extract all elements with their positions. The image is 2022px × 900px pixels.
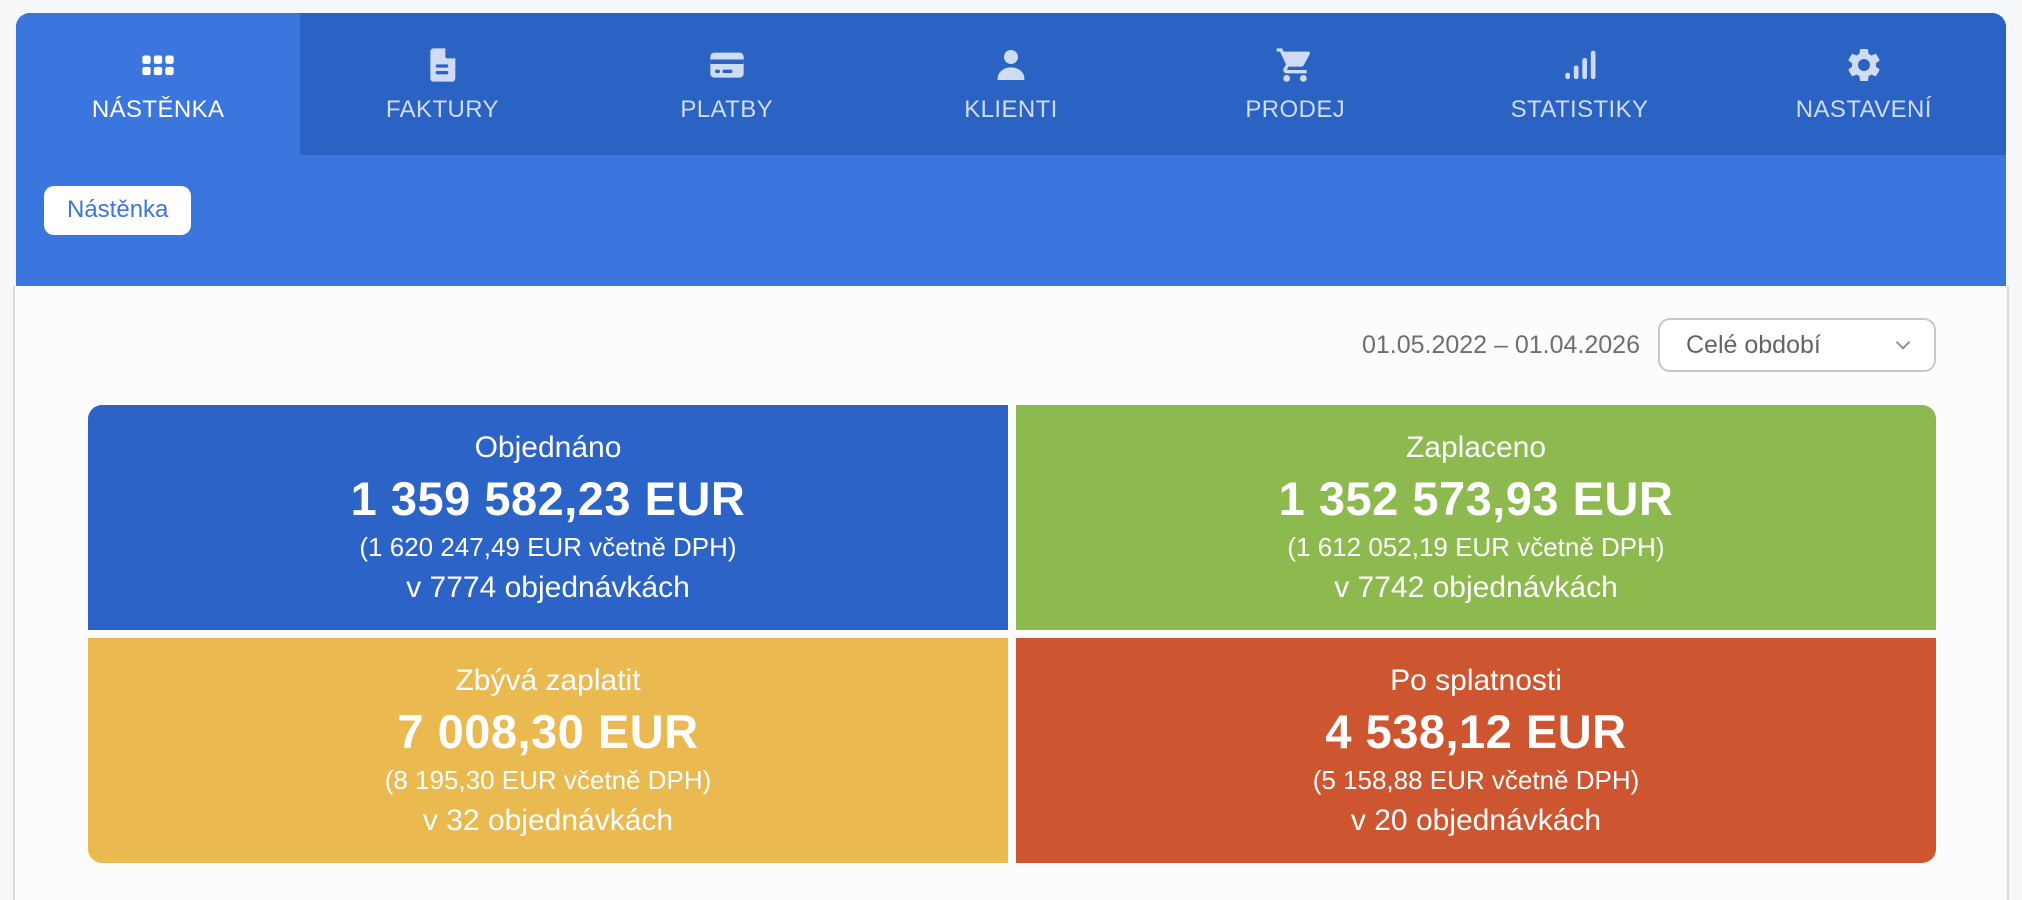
person-icon	[997, 49, 1025, 80]
tab-label: FAKTURY	[385, 95, 499, 123]
tab-nastenka[interactable]: NÁSTĚNKA	[16, 13, 301, 155]
period-filter-row: 01.05.2022 – 01.04.2026 Celé období	[15, 318, 1936, 372]
card-orders: v 32 objednávkách	[422, 803, 674, 837]
card-amount: 4 538,12 EUR	[1325, 704, 1627, 758]
summary-cards-grid: Objednáno 1 359 582,23 EUR (1 620 247,49…	[88, 405, 1936, 863]
card-zbyva-zaplatit: Zbývá zaplatit 7 008,30 EUR (8 195,30 EU…	[88, 638, 1008, 863]
card-orders: v 7742 objednávkách	[1334, 570, 1618, 604]
card-po-splatnosti: Po splatnosti 4 538,12 EUR (5 158,88 EUR…	[1016, 638, 1936, 863]
card-amount-vat: (8 195,30 EUR včetně DPH)	[384, 765, 712, 796]
breadcrumb-row: Nástěnka	[16, 155, 2006, 235]
tab-label: PLATBY	[680, 95, 774, 123]
card-title: Zaplaceno	[1405, 431, 1547, 465]
card-title: Objednáno	[474, 431, 622, 465]
tab-prodej[interactable]: PRODEJ	[1153, 13, 1437, 155]
gear-icon	[1848, 48, 1880, 81]
chevron-down-icon	[1896, 341, 1910, 350]
page-top-margin	[0, 0, 2022, 13]
date-range-label: 01.05.2022 – 01.04.2026	[1361, 330, 1640, 359]
card-amount: 1 352 573,93 EUR	[1278, 471, 1674, 525]
tab-klienti[interactable]: KLIENTI	[869, 13, 1153, 155]
card-orders: v 20 objednávkách	[1350, 803, 1602, 837]
tab-nastaveni[interactable]: NASTAVENÍ	[1722, 13, 2006, 155]
tab-faktury[interactable]: FAKTURY	[300, 13, 584, 155]
invoice-icon	[430, 47, 456, 82]
dashboard-icon	[142, 55, 174, 75]
breadcrumb-nastenka[interactable]: Nástěnka	[44, 186, 192, 235]
card-amount: 1 359 582,23 EUR	[350, 471, 746, 525]
period-select[interactable]: Celé období	[1658, 318, 1936, 372]
tab-label: NASTAVENÍ	[1795, 95, 1932, 123]
credit-card-icon	[710, 52, 744, 78]
tab-statistiky[interactable]: STATISTIKY	[1437, 13, 1721, 155]
card-orders: v 7774 objednávkách	[406, 570, 690, 604]
card-amount-vat: (1 620 247,49 EUR včetně DPH)	[359, 532, 737, 563]
card-zaplaceno: Zaplaceno 1 352 573,93 EUR (1 612 052,19…	[1016, 405, 1936, 630]
tab-label: KLIENTI	[964, 95, 1058, 123]
stats-bars-icon	[1564, 50, 1596, 79]
main-nav-tabbar: NÁSTĚNKA FAKTURY PLATBY	[16, 13, 2006, 155]
card-amount-vat: (5 158,88 EUR včetně DPH)	[1312, 765, 1640, 796]
tab-label: NÁSTĚNKA	[91, 95, 225, 123]
cart-icon	[1276, 47, 1311, 82]
period-select-value: Celé období	[1686, 330, 1821, 359]
tab-platby[interactable]: PLATBY	[585, 13, 869, 155]
card-amount-vat: (1 612 052,19 EUR včetně DPH)	[1287, 532, 1665, 563]
tab-label: STATISTIKY	[1510, 95, 1649, 123]
app-header: NÁSTĚNKA FAKTURY PLATBY	[16, 13, 2006, 286]
dashboard-content: 01.05.2022 – 01.04.2026 Celé období Obje…	[13, 286, 2009, 900]
tab-label: PRODEJ	[1245, 95, 1346, 123]
card-title: Zbývá zaplatit	[455, 664, 641, 698]
card-objednano: Objednáno 1 359 582,23 EUR (1 620 247,49…	[88, 405, 1008, 630]
card-title: Po splatnosti	[1390, 664, 1562, 698]
card-amount: 7 008,30 EUR	[397, 704, 699, 758]
